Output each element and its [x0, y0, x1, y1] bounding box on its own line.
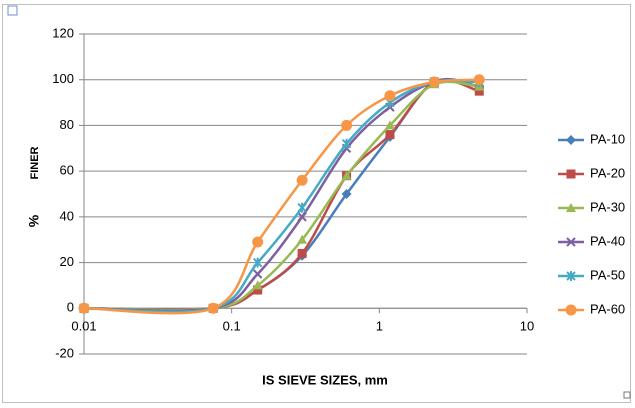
marker [296, 174, 308, 186]
marker [341, 189, 352, 199]
marker [565, 304, 577, 316]
y-tick-label: 20 [60, 254, 74, 269]
resize-handle [623, 391, 631, 399]
marker [252, 236, 264, 248]
marker [385, 130, 395, 140]
y-tick-label: 80 [60, 117, 74, 132]
legend-label: PA-10 [590, 131, 625, 146]
marker [207, 302, 219, 314]
legend-label: PA-20 [590, 165, 625, 180]
chart-frame [2, 4, 631, 403]
marker [297, 212, 307, 222]
marker [428, 76, 440, 88]
marker [566, 203, 576, 212]
marker [473, 74, 485, 86]
y-axis-title: FINER [29, 146, 41, 179]
x-tick-label: 10 [520, 319, 534, 334]
marker [474, 86, 484, 96]
marker [341, 138, 352, 149]
y-tick-label: 100 [52, 71, 74, 86]
y-tick-label: 40 [60, 208, 74, 223]
y-tick-label: 120 [52, 25, 74, 40]
x-tick-label: 0.01 [71, 319, 96, 334]
legend-label: PA-50 [590, 267, 625, 282]
marker [252, 269, 263, 279]
marker [341, 119, 353, 131]
marker [78, 302, 90, 314]
legend-label: PA-40 [590, 233, 625, 248]
legend-label: PA-30 [590, 199, 625, 214]
x-axis-title: IS SIEVE SIZES, mm [262, 372, 388, 387]
marker [566, 169, 576, 179]
marker [566, 237, 576, 247]
marker [384, 90, 396, 102]
marker [566, 135, 576, 145]
marker [297, 248, 307, 258]
marker [252, 280, 263, 290]
y-axis-unit: % [26, 214, 42, 227]
y-tick-label: 0 [67, 300, 74, 315]
marker [384, 120, 395, 130]
marker [252, 257, 263, 268]
y-tick-label: 60 [60, 163, 74, 178]
marker [341, 170, 352, 180]
marker [566, 271, 576, 281]
marker [297, 234, 308, 244]
corner-icon [7, 5, 18, 16]
marker [253, 285, 263, 295]
x-tick-label: 0.1 [223, 319, 241, 334]
legend-label: PA-60 [590, 301, 625, 316]
x-tick-label: 1 [376, 319, 383, 334]
marker [297, 202, 307, 213]
y-tick-label: -20 [55, 345, 74, 360]
